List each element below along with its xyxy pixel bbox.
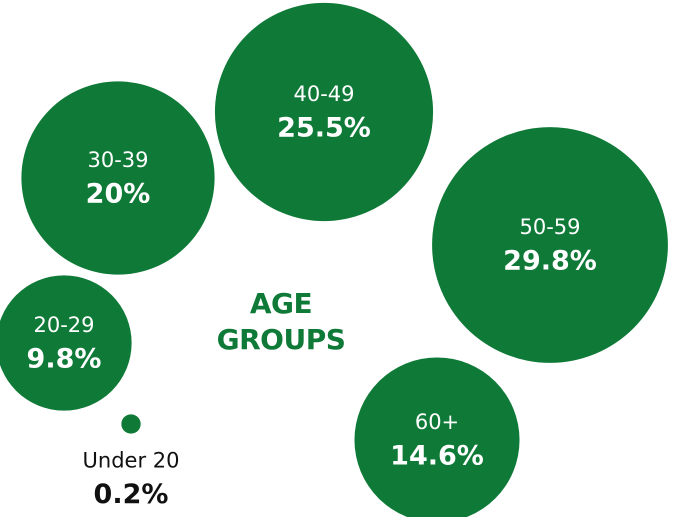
bubble-value: 9.8%	[27, 344, 102, 375]
bubble-label: 40-49	[293, 82, 354, 106]
bubble	[432, 127, 668, 363]
bubble-label: 20-29	[33, 313, 94, 337]
bubble	[214, 2, 434, 222]
bubble-label: 30-39	[87, 148, 148, 172]
bubble-label: 50-59	[519, 215, 580, 239]
bubble-value: 0.2%	[94, 479, 169, 510]
bubble-label: Under 20	[83, 449, 180, 473]
bubble	[0, 275, 132, 411]
chart-title: AGE GROUPS	[216, 287, 346, 356]
bubble	[354, 357, 520, 517]
bubble-label: 60+	[415, 410, 459, 434]
bubble	[121, 414, 141, 434]
bubble-value: 14.6%	[390, 441, 484, 472]
bubble-value: 29.8%	[503, 246, 597, 277]
bubble	[21, 81, 215, 275]
bubble-value: 25.5%	[277, 113, 371, 144]
bubble-value: 20%	[86, 179, 151, 210]
